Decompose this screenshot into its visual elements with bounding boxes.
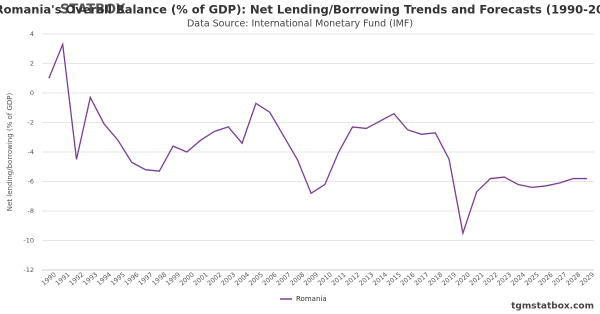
logo: STATBOX xyxy=(60,3,126,18)
x-tick-label: 2029 xyxy=(578,271,596,288)
y-tick-label: -12 xyxy=(23,266,34,274)
y-tick-label: 4 xyxy=(30,30,34,38)
y-tick-label: -2 xyxy=(28,119,34,127)
y-tick-label: -6 xyxy=(28,178,34,186)
chart-title: Romania's Overall Balance (% of GDP): Ne… xyxy=(0,3,600,17)
y-tick-label: -4 xyxy=(28,148,34,156)
chart-subtitle: Data Source: International Monetary Fund… xyxy=(187,19,413,30)
watermark: tgmstatbox.com xyxy=(511,302,594,312)
y-axis-title: Net lending/borrowing (% of GDP) xyxy=(6,93,14,212)
data-line xyxy=(48,41,588,236)
legend-label: Romania xyxy=(296,295,327,303)
y-tick-label: -10 xyxy=(23,237,34,245)
y-tick-label: 0 xyxy=(30,89,34,97)
y-tick-label: -8 xyxy=(28,207,34,215)
y-tick-label: 2 xyxy=(30,60,34,68)
